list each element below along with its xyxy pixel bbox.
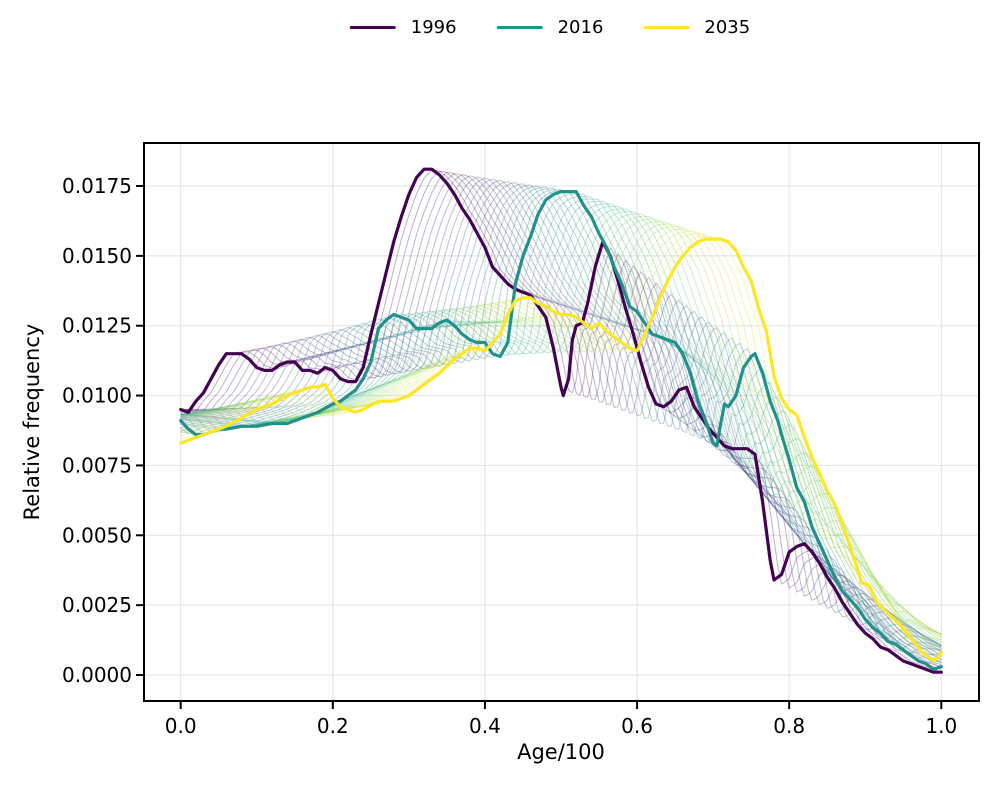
fan-line [180,228,942,636]
x-tick-label: 0.4 [469,714,501,738]
fan-line [180,231,942,638]
y-tick-label: 0.0075 [62,453,132,477]
series-line-2016 [179,190,943,671]
legend-label: 2035 [704,17,751,38]
fan-line [180,188,942,660]
x-tick-label: 0.6 [621,714,653,738]
legend-swatch-1996 [349,25,396,30]
x-tick-label: 0.8 [773,714,805,738]
legend-item-2035: 2035 [643,17,750,38]
fan-line [180,175,942,660]
y-tick-label: 0.0050 [62,523,132,547]
legend-item-2016: 2016 [496,17,604,38]
series-line-1996 [179,167,943,674]
y-axis: 0.0000 0.0025 0.0050 0.0075 0.0100 0.0125 0.01… [62,174,144,687]
fan-line [180,196,942,664]
x-tick-label: 1.0 [925,714,957,738]
fan-line [180,173,942,666]
legend: 1996 2016 2035 [349,17,750,38]
legend-label: 1996 [410,17,457,38]
fan-line [180,179,942,651]
x-tick-label: 0.2 [317,714,349,738]
y-tick-label: 0.0100 [62,384,132,408]
fan-line [180,221,942,635]
legend-item-1996: 1996 [349,17,457,38]
plot-border [143,142,980,702]
fan-line [180,180,942,650]
fan-line [180,187,942,654]
x-tick-label: 0.0 [165,714,197,738]
y-tick-label: 0.0150 [62,244,132,268]
y-tick-label: 0.0025 [62,593,132,617]
grid [144,143,979,701]
fan-line [180,169,942,673]
fan-line [180,178,942,653]
legend-label: 2016 [557,17,604,38]
fan-line [180,193,942,669]
y-tick-label: 0.0125 [62,314,132,338]
legend-swatch-2035 [643,25,690,30]
x-axis-label: Age/100 [517,740,605,764]
x-axis: 0.0 0.2 0.4 0.6 0.8 1.0 [165,701,957,738]
series-line-2035 [179,237,943,663]
legend-swatch-2016 [496,25,543,30]
y-tick-label: 0.0175 [62,174,132,198]
y-axis-label: Relative frequency [20,323,44,521]
fan-line [180,174,942,664]
series-lines [179,167,943,674]
y-tick-label: 0.0000 [62,663,132,687]
